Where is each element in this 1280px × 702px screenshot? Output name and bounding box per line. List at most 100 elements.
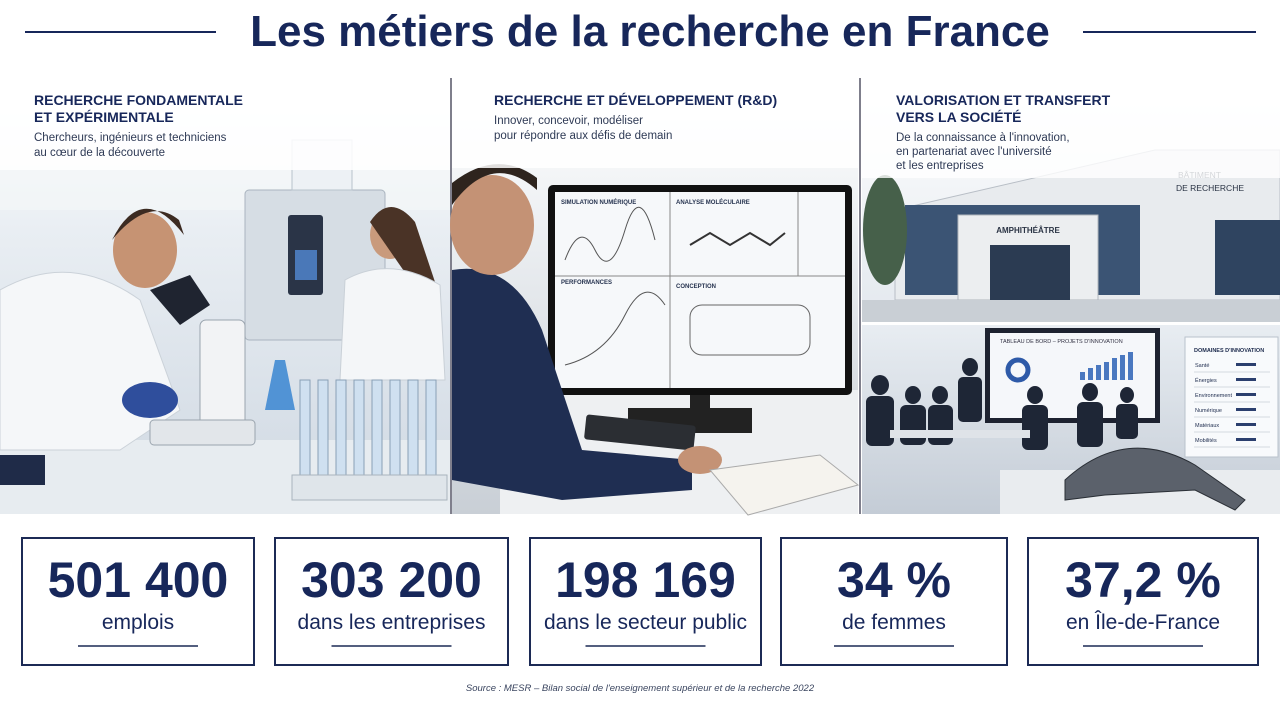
stat-label: dans les entreprises [298, 611, 486, 634]
keyboard [584, 414, 696, 451]
panel-subtitle: en partenariat avec l'université [896, 146, 1052, 158]
domain-bar [1236, 408, 1256, 411]
stat-box [21, 537, 255, 666]
monitor-screen [555, 192, 845, 388]
panel-heading: RECHERCHE FONDAMENTALE [34, 92, 243, 108]
dashboard-donut [1005, 357, 1031, 383]
domain-bar [1236, 393, 1256, 396]
stat-label: en Île-de-France [1066, 611, 1220, 634]
screen-curve [564, 291, 666, 366]
screen-label: PERFORMANCES [561, 280, 612, 286]
glass-facade [1215, 220, 1280, 295]
dashboard-bars [1080, 352, 1133, 380]
stat-value: 303 200 [301, 552, 482, 608]
panel-subtitle: Chercheurs, ingénieurs et techniciens [34, 132, 227, 144]
stats-row: 501 400 emplois 303 200 dans les entreprise… [21, 537, 1259, 666]
panel-subtitle: De la connaissance à l'innovation, [896, 132, 1070, 144]
molecule [689, 231, 786, 247]
domain-label: Numérique [1195, 408, 1222, 414]
plaza [862, 300, 1280, 322]
panel-heading: RECHERCHE ET DÉVELOPPEMENT (R&D) [494, 92, 777, 108]
domains-panel [1184, 336, 1279, 458]
panel-subtitle: et les entreprises [896, 160, 984, 172]
header-fade [862, 78, 1280, 178]
stat-value: 198 169 [555, 552, 736, 608]
stat-value: 34 % [837, 552, 951, 608]
stat-card: 198 169 dans le secteur public [529, 537, 762, 666]
microscope-arm [199, 319, 246, 431]
domain-bar [1236, 438, 1256, 441]
meeting-table [890, 430, 1030, 438]
stat-value: 501 400 [48, 552, 229, 608]
person-coat [339, 268, 446, 381]
panel-lab: RECHERCHE FONDAMENTALE ET EXPÉRIMENTALE … [0, 78, 450, 514]
panel-heading: VALORISATION ET TRANSFERT [896, 92, 1111, 108]
domain-label: Environnement [1195, 393, 1232, 399]
stat-card: 37,2 % en Île-de-France [1027, 537, 1259, 666]
microscope-base [149, 419, 256, 446]
panel-transfer: AMPHITHÉÂTRE BÂTIMENT DE RECHERCHE VALOR… [862, 78, 1280, 514]
domain-bar [1236, 423, 1256, 426]
stat-label: de femmes [842, 611, 946, 634]
person-hand [678, 446, 722, 474]
instrument-display [295, 250, 317, 280]
flask [265, 360, 295, 410]
stat-box [274, 537, 509, 666]
domain-label: Santé [1195, 363, 1209, 369]
person-hair [452, 164, 537, 205]
notebook [0, 455, 45, 485]
person-body [452, 268, 692, 500]
stat-value: 37,2 % [1065, 552, 1221, 608]
screen-label: CONCEPTION [676, 284, 716, 290]
drone-model [1064, 447, 1246, 511]
tube-rack [291, 474, 448, 501]
domain-label: Mobilités [1195, 438, 1217, 444]
panel-subtitle: Innover, concevoir, modéliser [494, 115, 643, 127]
building-sign: DE RECHERCHE [1176, 183, 1244, 193]
header-fade [452, 78, 858, 168]
domain-bar [1236, 363, 1256, 366]
source: Source : MESR – Bilan social de l'enseig… [466, 683, 815, 694]
dashboard-title: TABLEAU DE BORD – PROJETS D'INNOVATION [1000, 339, 1123, 345]
entrance-sign: AMPHITHÉÂTRE [996, 226, 1060, 235]
microscope-head [150, 275, 210, 325]
stat-card: 501 400 emplois [21, 537, 255, 666]
panel-heading: ET EXPÉRIMENTALE [34, 109, 174, 125]
person-hair [370, 207, 435, 287]
stat-box [1027, 537, 1259, 666]
stat-card: 34 % de femmes [780, 537, 1008, 666]
audience [866, 358, 1138, 450]
stat-box [529, 537, 762, 666]
panel-rnd: SIMULATION NUMÉRIQUE ANALYSE MOLÉCULAIRE… [450, 78, 860, 516]
panel-heading: VERS LA SOCIÉTÉ [896, 109, 1022, 125]
stat-label: dans le secteur public [544, 611, 747, 634]
domain-bar [1236, 378, 1256, 381]
domain-label: Matériaux [1195, 423, 1219, 429]
person-glove [122, 382, 178, 418]
screen-curve [564, 207, 656, 262]
screen-label: SIMULATION NUMÉRIQUE [561, 198, 636, 206]
panel-subtitle: au cœur de la découverte [34, 147, 165, 159]
screen-label: ANALYSE MOLÉCULAIRE [676, 198, 750, 206]
stat-box [780, 537, 1008, 666]
notebook [709, 454, 860, 516]
entrance-glass [990, 245, 1070, 300]
stat-label: emplois [102, 611, 174, 634]
stat-card: 303 200 dans les entreprises [274, 537, 509, 666]
domains-list: Santé Énergies Environnement Numérique Matér… [1194, 363, 1270, 448]
test-tubes [299, 379, 437, 481]
header-fade [0, 78, 450, 170]
domains-title: DOMAINES D'INNOVATION [1194, 348, 1264, 354]
cad-drawing [689, 304, 811, 356]
person-hair [112, 208, 184, 240]
tree [863, 175, 907, 285]
presentation-display [990, 333, 1155, 418]
domain-label: Énergies [1195, 377, 1217, 384]
person-head [113, 212, 177, 288]
title: Les métiers de la recherche en France [250, 7, 1050, 56]
monitor-stand [690, 395, 710, 410]
person-head [450, 175, 534, 275]
